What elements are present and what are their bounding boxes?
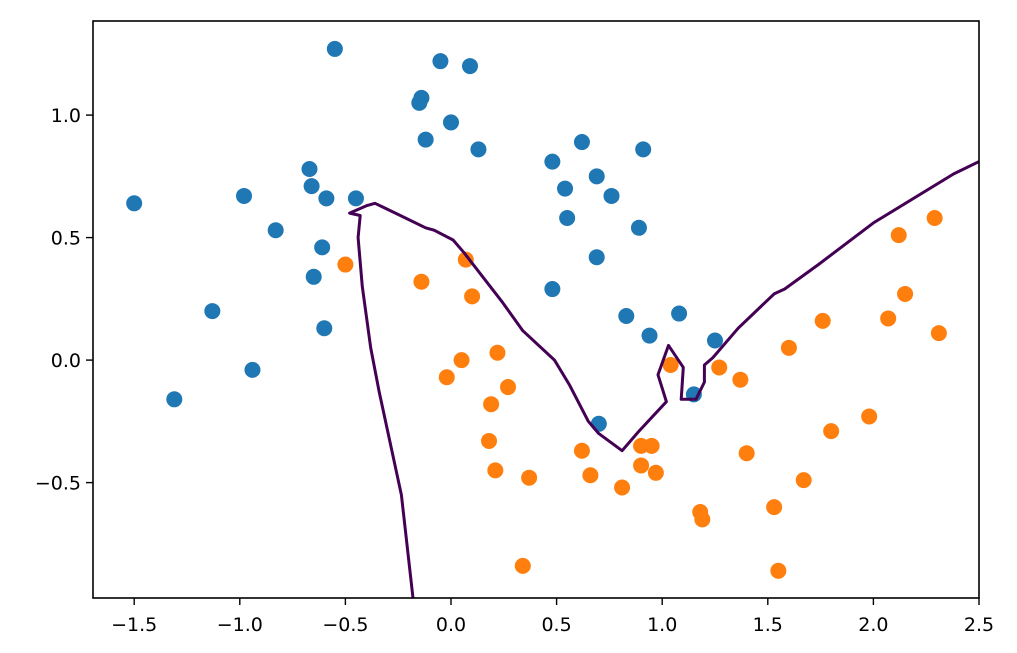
data-point [671, 305, 688, 322]
data-point [633, 457, 650, 474]
data-point [316, 320, 333, 337]
data-point [780, 339, 797, 356]
y-tick-label: 0.0 [51, 350, 81, 372]
x-axis: −1.5 −1.0 −0.5 0.0 0.5 1.0 1.5 2.0 2.5 [111, 598, 994, 636]
data-point [795, 472, 812, 489]
data-point [630, 219, 647, 236]
x-tick-label: 0.0 [436, 614, 466, 636]
data-point [766, 499, 783, 516]
data-point [432, 53, 449, 70]
data-point [326, 40, 343, 57]
data-point [166, 391, 183, 408]
y-tick-label: 0.5 [51, 228, 81, 250]
data-point [557, 180, 574, 197]
data-point [926, 209, 943, 226]
data-point [643, 437, 660, 454]
data-point [318, 190, 335, 207]
data-point [647, 464, 664, 481]
data-point [738, 445, 755, 462]
data-point [267, 222, 284, 239]
data-point [347, 190, 364, 207]
boundary-line [348, 160, 979, 598]
data-point [305, 268, 322, 285]
data-point [694, 511, 711, 528]
data-point [544, 281, 561, 298]
plot-background [93, 21, 979, 598]
data-point [464, 288, 481, 305]
data-point [521, 469, 538, 486]
data-point [483, 396, 500, 413]
data-point [413, 273, 430, 290]
data-point [126, 195, 143, 212]
data-point [582, 467, 599, 484]
data-point [861, 408, 878, 425]
data-point [897, 285, 914, 302]
series-1 [337, 209, 947, 579]
y-axis: 1.0 0.5 0.0 −0.5 [35, 105, 93, 495]
data-point [487, 462, 504, 479]
data-point [890, 227, 907, 244]
data-point [500, 379, 517, 396]
x-tick-label: −0.5 [322, 614, 368, 636]
data-point [470, 141, 487, 158]
data-point [823, 423, 840, 440]
y-tick-label: 1.0 [51, 105, 81, 127]
data-point [481, 432, 498, 449]
y-tick-label: −0.5 [35, 473, 81, 495]
data-point [337, 256, 354, 273]
data-point [573, 134, 590, 151]
data-point [204, 303, 221, 320]
series-0 [126, 40, 723, 432]
decision-boundary [348, 160, 979, 598]
data-points [126, 40, 947, 579]
x-tick-label: 2.5 [964, 614, 994, 636]
data-point [732, 371, 749, 388]
data-point [711, 359, 728, 376]
data-point [442, 114, 459, 131]
data-point [590, 415, 607, 432]
data-point [314, 239, 331, 256]
data-point [930, 325, 947, 342]
data-point [559, 209, 576, 226]
data-point [544, 153, 561, 170]
plot-frame [92, 20, 980, 599]
data-point [461, 58, 478, 75]
data-point [457, 251, 474, 268]
data-point [814, 312, 831, 329]
data-point [236, 187, 253, 204]
data-point [301, 160, 318, 177]
data-point [438, 369, 455, 386]
data-point [706, 332, 723, 349]
data-point [514, 557, 531, 574]
x-tick-label: 0.5 [541, 614, 571, 636]
data-point [588, 168, 605, 185]
data-point [603, 187, 620, 204]
data-point [641, 327, 658, 344]
x-tick-label: 1.0 [647, 614, 677, 636]
data-point [417, 131, 434, 148]
data-point [573, 442, 590, 459]
data-point [453, 352, 470, 369]
data-point [303, 178, 320, 195]
x-tick-label: −1.0 [217, 614, 263, 636]
x-tick-label: −1.5 [111, 614, 157, 636]
data-point [635, 141, 652, 158]
data-point [588, 249, 605, 266]
data-point [880, 310, 897, 327]
data-point [770, 562, 787, 579]
data-point [244, 361, 261, 378]
x-tick-label: 2.0 [858, 614, 888, 636]
data-point [489, 344, 506, 361]
data-point [413, 89, 430, 106]
data-point [614, 479, 631, 496]
x-tick-label: 1.5 [753, 614, 783, 636]
data-point [618, 307, 635, 324]
data-point [662, 356, 679, 373]
